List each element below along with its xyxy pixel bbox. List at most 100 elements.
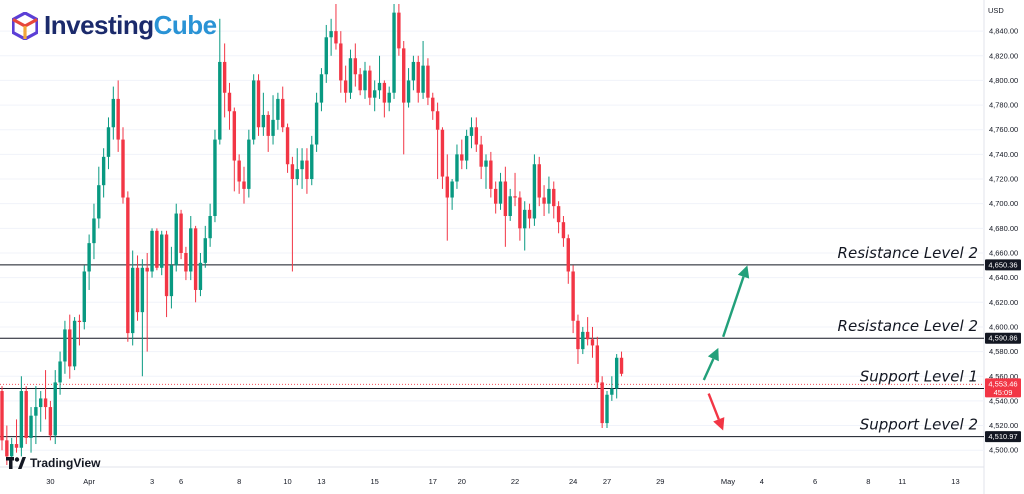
candle-body — [435, 111, 440, 130]
candle-body — [339, 43, 343, 81]
candle-body — [208, 216, 212, 239]
candle-body — [130, 267, 135, 334]
candle-body — [290, 164, 295, 180]
candle-body — [169, 265, 174, 297]
x-tick-label: 22 — [511, 477, 519, 486]
candle-body — [77, 320, 82, 323]
candle-body — [406, 80, 411, 103]
candle-body — [411, 61, 416, 81]
arrow-up-head — [737, 265, 750, 279]
candle-body — [324, 37, 328, 75]
x-tick-label: Apr — [83, 477, 95, 486]
level-price-label: 4,510.97 — [988, 432, 1017, 441]
candle-body — [160, 234, 164, 268]
candle-body — [464, 135, 469, 161]
candle-body — [474, 127, 479, 145]
candle-body — [358, 74, 362, 91]
candle-body — [619, 357, 624, 374]
candle-body — [585, 331, 590, 340]
candle-body — [111, 98, 116, 128]
candle-body — [571, 271, 575, 321]
candle-body — [305, 160, 309, 180]
candle-body — [314, 102, 319, 145]
tradingview-name: TradingView — [30, 456, 101, 470]
y-tick-label: 4,600.00 — [989, 322, 1018, 331]
candle-body — [605, 394, 609, 424]
candle-body — [39, 398, 43, 408]
candle-body — [450, 181, 454, 198]
y-tick-label: 4,760.00 — [989, 125, 1018, 134]
candle-body — [116, 98, 120, 140]
y-tick-label: 4,580.00 — [989, 347, 1018, 356]
candle-body — [353, 58, 358, 75]
x-tick-label: 13 — [317, 477, 325, 486]
currency-label[interactable]: USD — [988, 6, 1004, 15]
candle-body — [101, 156, 106, 186]
candle-body — [334, 31, 338, 44]
candle-body — [14, 444, 19, 448]
candle-body — [256, 80, 261, 128]
candle-body — [329, 31, 333, 38]
candle-body — [63, 329, 67, 362]
candle-body — [319, 74, 324, 103]
candle-body — [247, 139, 251, 189]
candle-body — [348, 58, 353, 93]
level-price-tag — [985, 431, 1021, 443]
candle-body — [232, 111, 237, 161]
candle-body — [402, 48, 406, 103]
candle-body — [368, 70, 372, 98]
y-tick-label: 4,840.00 — [989, 27, 1018, 36]
candle-body — [261, 114, 266, 128]
x-tick-label: 4 — [760, 477, 764, 486]
candle-body — [5, 440, 9, 457]
candle-body — [581, 331, 585, 350]
countdown-label: 45:09 — [994, 388, 1013, 397]
y-tick-label: 4,560.00 — [989, 372, 1018, 381]
candle-body — [421, 65, 425, 93]
candle-body — [431, 97, 435, 112]
x-tick-label: 8 — [237, 477, 241, 486]
candle-body — [484, 160, 488, 167]
candle-body — [285, 127, 290, 165]
candle-body — [0, 391, 4, 441]
level-label: Support Level 1 — [860, 367, 978, 385]
y-tick-label: 4,640.00 — [989, 273, 1018, 282]
y-tick-label: 4,720.00 — [989, 175, 1018, 184]
y-tick-label: 4,780.00 — [989, 101, 1018, 110]
y-tick-label: 4,740.00 — [989, 150, 1018, 159]
candle-body — [251, 80, 256, 140]
candle-body — [87, 243, 91, 272]
candle-body — [145, 267, 149, 272]
price-axis[interactable]: 4,840.00 4,820.00 4,800.00 4,780.00 4,760.00… — [989, 27, 1018, 455]
arrow-down-head — [713, 417, 725, 431]
candle-body — [527, 209, 532, 219]
candle-body — [397, 12, 401, 49]
x-tick-label: 24 — [569, 477, 577, 486]
candle-body — [310, 144, 314, 180]
candle-body — [518, 197, 522, 229]
candle-body — [271, 119, 275, 136]
candle-body — [372, 90, 377, 98]
candles — [0, 4, 624, 465]
time-axis[interactable]: 30 Apr 3 6 8 10 13 15 17 20 22 24 27 29 May 4 6 8 11 13 — [46, 477, 959, 486]
candle-body — [9, 444, 14, 457]
candle-body — [97, 185, 101, 219]
candle-body — [508, 196, 512, 217]
level-price-tag — [985, 259, 1021, 271]
candle-body — [48, 407, 53, 436]
candle-body — [479, 144, 483, 167]
level-label: Support Level 2 — [860, 416, 978, 434]
candle-body — [106, 127, 111, 157]
candle-body — [610, 388, 614, 395]
candle-body — [547, 188, 551, 204]
y-tick-label: 4,540.00 — [989, 396, 1018, 405]
candle-body — [218, 61, 222, 140]
x-tick-label: 15 — [371, 477, 379, 486]
x-tick-label: 27 — [603, 477, 611, 486]
x-tick-label: 3 — [150, 477, 154, 486]
x-tick-label: 30 — [46, 477, 54, 486]
y-tick-label: 4,700.00 — [989, 199, 1018, 208]
level-price-tag — [985, 332, 1021, 344]
candle-body — [416, 61, 420, 93]
